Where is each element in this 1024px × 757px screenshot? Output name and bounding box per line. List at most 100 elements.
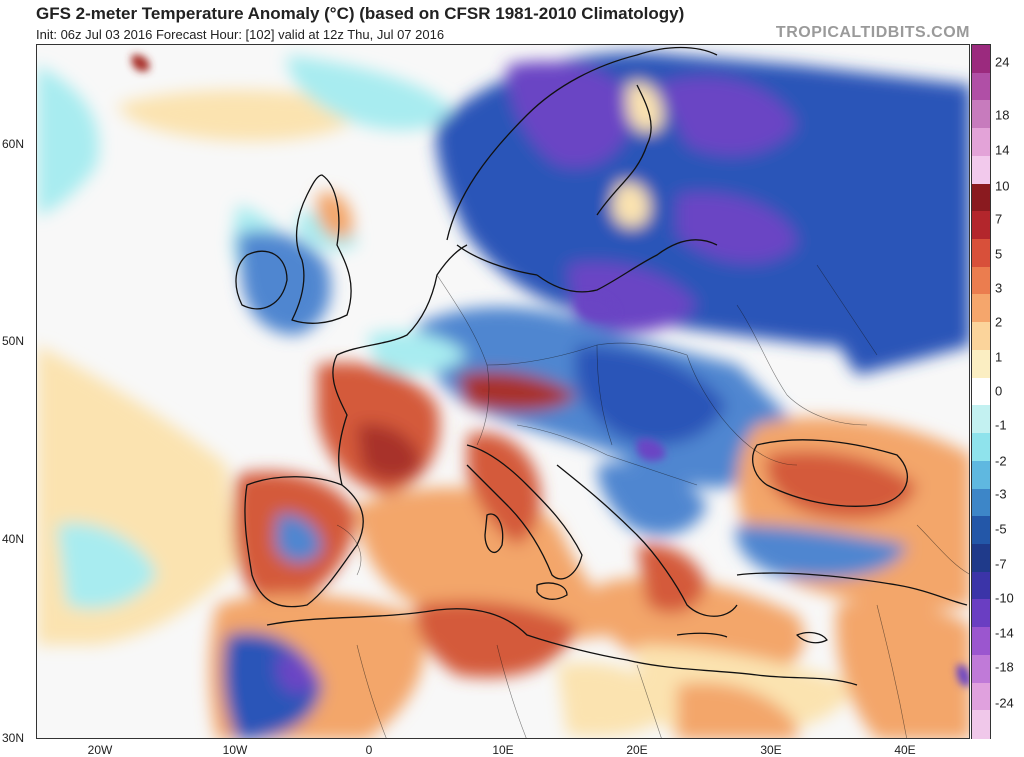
map-canvas [37,45,969,738]
anomaly-region [612,182,650,228]
forecast-info: Init: 06z Jul 03 2016 Forecast Hour: [10… [36,27,445,42]
anomaly-region [637,438,666,461]
coastline [556,464,738,617]
colorbar-label: 14 [995,142,1010,158]
country-borders [336,264,969,738]
anomaly-region [836,601,969,738]
colorbar-segment [972,266,990,296]
lat-label-50n: 50N [2,334,25,348]
colorbar-segment [972,155,990,185]
colorbar-segment [972,405,990,434]
colorbar-label: -1 [995,417,1007,433]
colorbar-segment [972,710,990,739]
country-border [336,524,362,576]
coastline [536,239,718,293]
colorbar-segment [972,294,990,323]
colorbar-segment [972,488,990,517]
coastline [336,244,468,356]
colorbar-segment [972,682,990,711]
anomaly-field [37,52,969,738]
coastline [796,631,828,644]
colorbar-segment [972,211,990,240]
coastline [736,572,968,606]
anomaly-region [577,293,617,321]
anomaly-region [275,514,322,563]
anomaly-region [627,82,663,133]
country-border [436,274,490,446]
anomaly-region [574,345,727,445]
country-border [596,344,613,446]
anomaly-region [367,331,467,374]
lat-label-30n: 30N [2,731,25,745]
coastline [484,513,504,554]
colorbar-segment [972,433,990,462]
coastline [456,244,538,276]
coastline [244,476,364,608]
colorbar-segment [972,100,990,129]
anomaly-region [277,654,317,694]
anomaly-region [287,55,457,130]
anomaly-region [57,523,157,609]
colorbar-label: -3 [995,486,1007,502]
anomaly-region [37,65,99,215]
anomaly-region [416,601,577,678]
coastline [266,608,858,686]
anomaly-map [36,44,970,739]
colorbar-label: 2 [995,314,1003,330]
colorbar-label: -14 [995,625,1014,641]
coastline [752,439,908,507]
country-border [686,354,798,466]
anomaly-region [677,682,797,738]
country-border [516,424,698,486]
anomaly-region [736,525,907,579]
coastline [446,46,718,241]
country-border [876,604,907,738]
coastline [536,582,568,600]
colorbar-segment [972,322,990,351]
anomaly-region [657,77,797,156]
colorbar-segment [972,599,990,628]
country-border [736,304,868,426]
colorbar-segment [972,543,990,573]
lon-label-0: 0 [365,743,373,757]
anomaly-region [467,432,541,545]
lon-label-10w: 10W [222,743,248,757]
country-border [636,664,662,738]
coastline [291,174,352,324]
anomaly-detail [131,54,969,687]
brand-watermark: TROPICALTIDBITS.COM [775,24,970,41]
colorbar-label: -10 [995,590,1014,606]
colorbar-segment [972,349,990,379]
colorbar-label: -24 [995,695,1014,711]
colorbar-segment [972,571,990,600]
coastline [332,354,348,486]
anomaly-region [677,193,797,264]
colorbar [971,44,991,739]
colorbar-label: 18 [995,107,1010,123]
colorbar-segment [972,183,990,212]
anomaly-region [131,54,150,72]
lon-label-40e: 40E [894,743,916,757]
anomaly-region [557,662,677,737]
anomaly-region [357,487,637,640]
colorbar-segment [972,460,990,490]
lon-label-20e: 20E [626,743,648,757]
colorbar-segment [972,377,990,406]
lon-label-20w: 20W [87,743,113,757]
country-border [916,524,969,575]
lon-label-10e: 10E [492,743,514,757]
coastlines [235,46,968,686]
colorbar-segment [972,516,990,545]
colorbar-segment [972,128,990,157]
colorbar-segment [972,239,990,268]
coastline [235,250,288,310]
anomaly-region [457,371,577,412]
colorbar-segment [972,654,990,684]
lat-label-40n: 40N [2,532,25,546]
anomaly-region [597,462,707,536]
colorbar-label: -18 [995,659,1014,675]
coastline [466,444,583,580]
lon-label-30e: 30E [760,743,782,757]
map-title: GFS 2-meter Temperature Anomaly (°C) (ba… [36,4,685,23]
country-border [816,264,878,356]
